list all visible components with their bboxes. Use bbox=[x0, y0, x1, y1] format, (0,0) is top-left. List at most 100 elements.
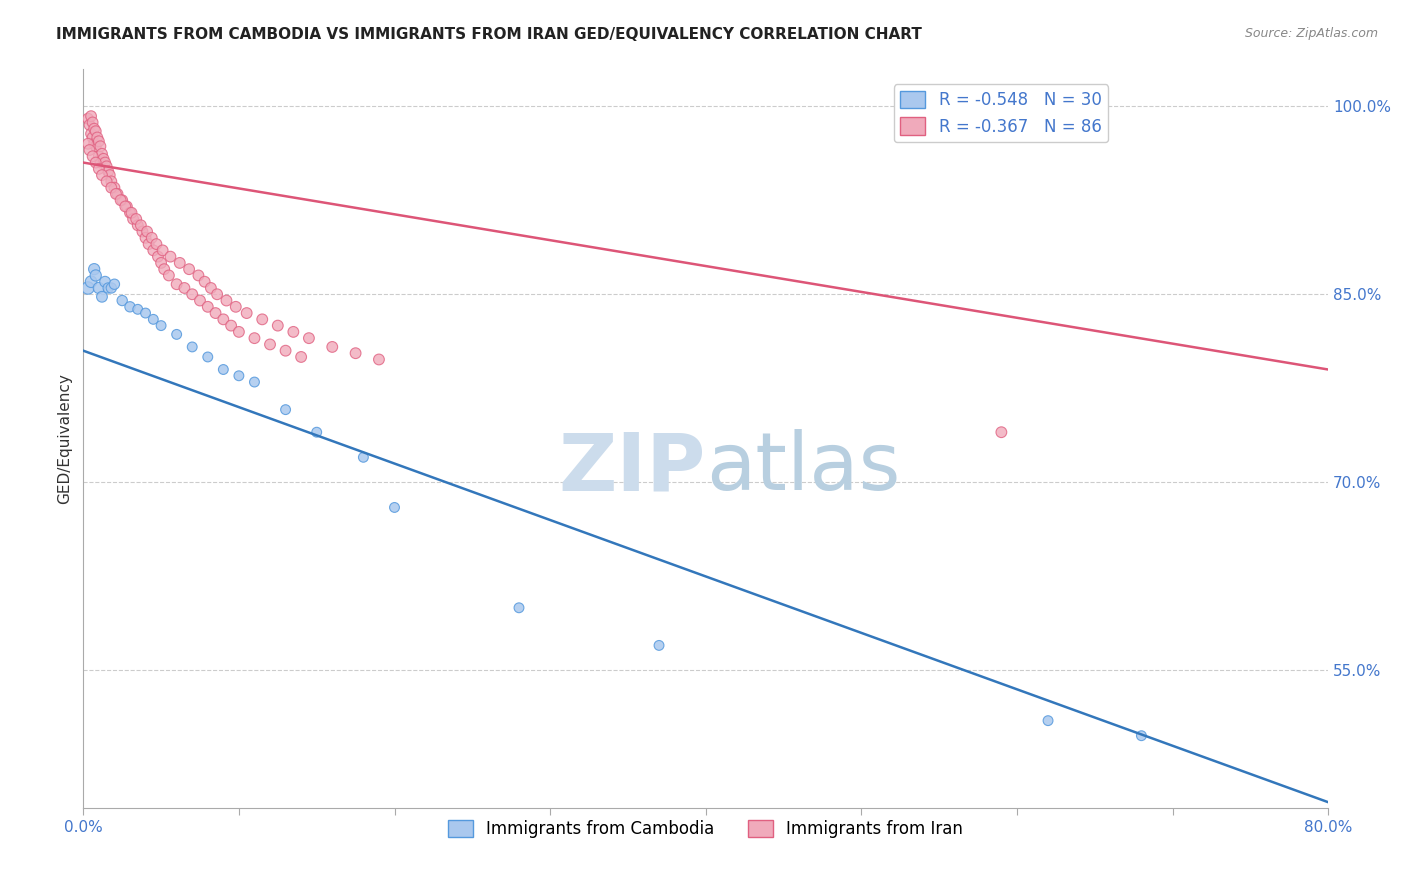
Point bbox=[94, 275, 117, 289]
Point bbox=[93, 152, 115, 166]
Point bbox=[127, 302, 149, 317]
Point bbox=[80, 109, 103, 123]
Point bbox=[84, 155, 107, 169]
Point bbox=[235, 306, 257, 320]
Point bbox=[82, 130, 104, 145]
Point bbox=[118, 206, 141, 220]
Point bbox=[97, 164, 120, 178]
Point bbox=[181, 287, 204, 301]
Point bbox=[204, 306, 226, 320]
Point bbox=[107, 186, 129, 201]
Point bbox=[84, 139, 107, 153]
Point bbox=[82, 149, 104, 163]
Point bbox=[181, 340, 204, 354]
Point bbox=[212, 312, 235, 326]
Point bbox=[77, 112, 100, 126]
Text: Source: ZipAtlas.com: Source: ZipAtlas.com bbox=[1244, 27, 1378, 40]
Point bbox=[104, 186, 127, 201]
Legend: Immigrants from Cambodia, Immigrants from Iran: Immigrants from Cambodia, Immigrants fro… bbox=[441, 813, 970, 845]
Point bbox=[298, 331, 321, 345]
Point bbox=[368, 352, 391, 367]
Point bbox=[80, 127, 103, 141]
Point bbox=[135, 306, 157, 320]
Point bbox=[141, 231, 163, 245]
Point bbox=[157, 268, 180, 283]
Point bbox=[127, 219, 149, 233]
Point bbox=[83, 136, 105, 151]
Point bbox=[121, 206, 143, 220]
Point bbox=[384, 500, 406, 515]
Point bbox=[267, 318, 290, 333]
Text: atlas: atlas bbox=[706, 429, 900, 507]
Point bbox=[77, 136, 100, 151]
Point bbox=[79, 143, 101, 157]
Point bbox=[80, 275, 103, 289]
Point bbox=[125, 212, 148, 227]
Point bbox=[188, 293, 211, 308]
Point bbox=[84, 268, 107, 283]
Text: IMMIGRANTS FROM CAMBODIA VS IMMIGRANTS FROM IRAN GED/EQUIVALENCY CORRELATION CHA: IMMIGRANTS FROM CAMBODIA VS IMMIGRANTS F… bbox=[56, 27, 922, 42]
Point bbox=[111, 193, 134, 207]
Point bbox=[131, 225, 153, 239]
Point bbox=[344, 346, 367, 360]
Point bbox=[111, 293, 134, 308]
Point bbox=[115, 199, 138, 213]
Point bbox=[205, 287, 228, 301]
Point bbox=[228, 325, 250, 339]
Point bbox=[97, 281, 120, 295]
Point bbox=[83, 262, 105, 277]
Point bbox=[87, 134, 110, 148]
Point bbox=[215, 293, 238, 308]
Point bbox=[84, 124, 107, 138]
Point bbox=[83, 121, 105, 136]
Point bbox=[100, 174, 122, 188]
Point bbox=[142, 244, 165, 258]
Point bbox=[114, 199, 136, 213]
Point bbox=[110, 193, 132, 207]
Point bbox=[118, 300, 141, 314]
Point bbox=[87, 149, 110, 163]
Point bbox=[77, 281, 100, 295]
Point bbox=[197, 300, 219, 314]
Point bbox=[290, 350, 312, 364]
Point bbox=[169, 256, 191, 270]
Point bbox=[91, 290, 114, 304]
Point bbox=[96, 174, 118, 188]
Point bbox=[305, 425, 328, 440]
Point bbox=[150, 318, 173, 333]
Point bbox=[89, 139, 111, 153]
Point bbox=[259, 337, 281, 351]
Point bbox=[197, 350, 219, 364]
Point bbox=[103, 180, 125, 194]
Point bbox=[274, 402, 297, 417]
Point bbox=[122, 212, 145, 227]
Point bbox=[219, 318, 242, 333]
Point bbox=[508, 600, 530, 615]
Point bbox=[274, 343, 297, 358]
Point bbox=[243, 331, 266, 345]
Point bbox=[135, 231, 157, 245]
Point bbox=[166, 277, 188, 292]
Point bbox=[283, 325, 305, 339]
Point bbox=[138, 237, 160, 252]
Point bbox=[136, 225, 159, 239]
Point bbox=[146, 250, 169, 264]
Y-axis label: GED/Equivalency: GED/Equivalency bbox=[58, 373, 72, 504]
Point bbox=[152, 244, 174, 258]
Point bbox=[87, 161, 110, 176]
Point bbox=[159, 250, 181, 264]
Point bbox=[145, 237, 167, 252]
Point bbox=[1130, 729, 1153, 743]
Text: ZIP: ZIP bbox=[558, 429, 706, 507]
Point bbox=[98, 168, 121, 182]
Point bbox=[648, 639, 671, 653]
Point bbox=[103, 277, 125, 292]
Point bbox=[173, 281, 195, 295]
Point bbox=[129, 219, 152, 233]
Point bbox=[243, 375, 266, 389]
Point bbox=[150, 256, 173, 270]
Point bbox=[990, 425, 1012, 440]
Point bbox=[177, 262, 200, 277]
Point bbox=[87, 281, 110, 295]
Point bbox=[91, 168, 114, 182]
